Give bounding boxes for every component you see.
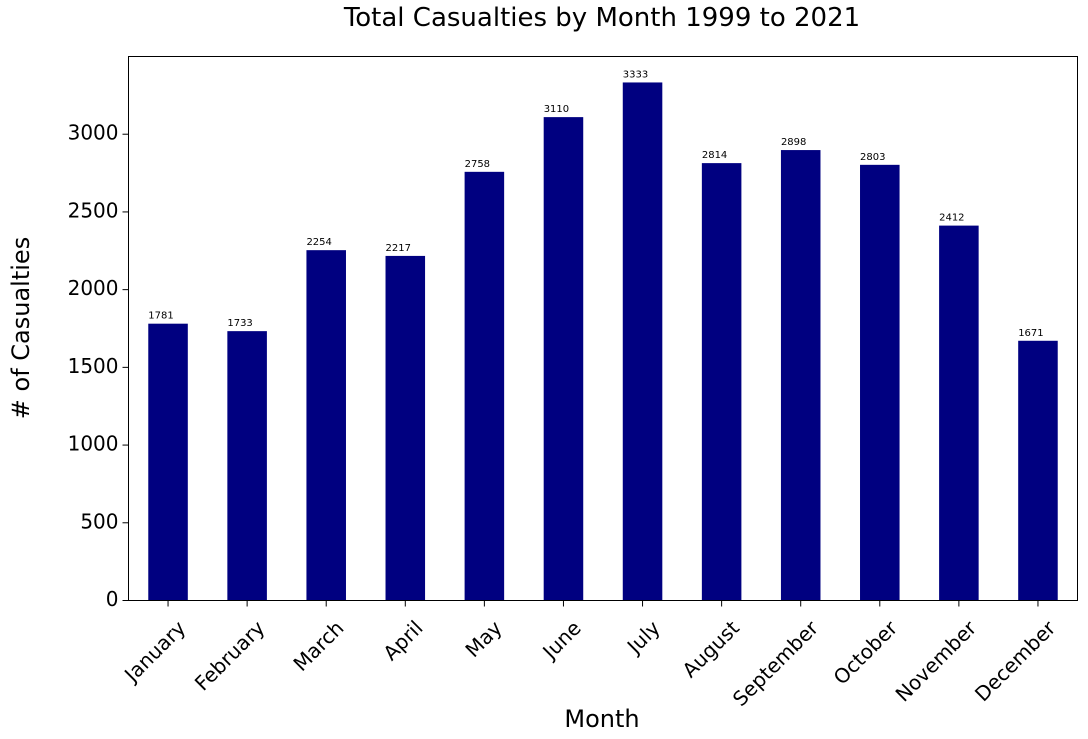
x-ticks-group: January February March April May June July Augu…: [118, 600, 1061, 711]
bar-february: [227, 331, 267, 601]
x-axis-label: Month: [564, 705, 639, 733]
data-label-may: 2758: [465, 159, 490, 170]
bar-may: [464, 171, 505, 601]
y-tick-label: 500: [80, 509, 118, 533]
data-labels-group: 1781 1733 2254 2217 2758 3110 3333 2814 2898 2803…: [148, 69, 1043, 338]
x-tick-label-september: September: [728, 615, 824, 711]
x-tick-label-july: July: [621, 616, 665, 660]
x-tick-label-august: August: [677, 616, 744, 683]
x-tick-label-december: December: [970, 615, 1061, 706]
data-label-january: 1781: [148, 311, 173, 322]
x-tick-label-april: April: [378, 616, 427, 665]
data-label-october: 2803: [860, 152, 885, 163]
bar-november: [939, 225, 979, 601]
y-tick-label: 2500: [68, 198, 119, 222]
chart-title: Total Casualties by Month 1999 to 2021: [343, 3, 860, 33]
x-tick-label-march: March: [288, 616, 348, 676]
bar-january: [148, 323, 188, 601]
bar-august: [701, 163, 742, 601]
data-label-august: 2814: [702, 150, 727, 161]
bar-december: [1018, 340, 1058, 601]
plot-frame: [128, 56, 1078, 601]
data-label-july: 3333: [623, 69, 648, 80]
y-tick-label: 0: [106, 587, 119, 611]
bar-march: [306, 250, 346, 601]
bar-september: [780, 150, 821, 601]
bar-june: [543, 117, 584, 601]
x-tick-label-may: May: [460, 616, 506, 662]
y-tick-label: 3000: [68, 121, 119, 145]
x-tick-label-january: January: [118, 616, 190, 688]
x-tick-label-february: February: [190, 616, 270, 696]
data-label-february: 1733: [227, 318, 252, 329]
y-tick-label: 1500: [68, 354, 119, 378]
data-label-november: 2412: [939, 213, 964, 224]
data-label-april: 2217: [386, 243, 411, 254]
x-tick-label-november: November: [891, 615, 982, 706]
data-label-march: 2254: [306, 237, 331, 248]
y-tick-label: 1000: [68, 432, 119, 456]
bar-october: [860, 164, 900, 601]
data-label-september: 2898: [781, 137, 806, 148]
bar-july: [622, 82, 663, 601]
x-tick-label-october: October: [829, 615, 903, 689]
y-tick-label: 2000: [68, 276, 119, 300]
data-label-june: 3110: [544, 104, 569, 115]
y-ticks-group: 0 500 1000 1500 2000 2500 3000: [68, 121, 129, 611]
bar-april: [385, 255, 426, 601]
y-axis-label: # of Casualties: [7, 237, 35, 419]
bars-group: [148, 82, 1058, 601]
x-tick-label-june: June: [537, 616, 586, 665]
data-label-december: 1671: [1018, 328, 1043, 339]
